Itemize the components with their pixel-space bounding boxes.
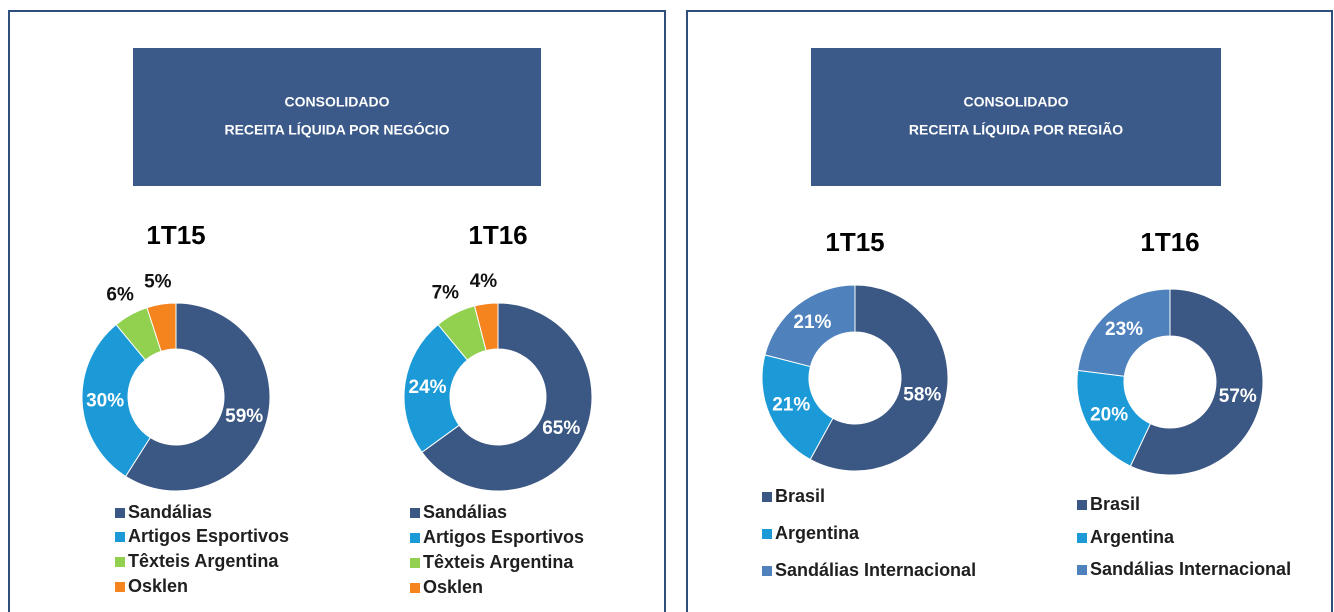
legend-swatch (410, 558, 420, 568)
data-label: 23% (1105, 319, 1143, 340)
chart-title: 1T16 (468, 220, 527, 250)
donut-segment (1129, 288, 1264, 476)
panel-frame (686, 10, 1333, 612)
data-label: 21% (793, 312, 831, 333)
legend-swatch (115, 582, 125, 592)
legend-label: Argentina (775, 523, 860, 543)
donut-segment (124, 302, 271, 492)
data-label: 59% (225, 406, 263, 427)
data-label: 7% (432, 283, 460, 304)
panel-frame (8, 10, 666, 612)
header-line: CONSOLIDADO (285, 94, 390, 110)
chart-title: 1T16 (1140, 227, 1199, 257)
data-label: 30% (86, 390, 124, 411)
legend-label: Têxteis Argentina (128, 551, 279, 571)
legend-label: Osklen (128, 576, 188, 596)
legend-swatch (1077, 565, 1087, 575)
donut-segment (809, 284, 949, 472)
header-line: CONSOLIDADO (964, 94, 1069, 110)
legend-swatch (762, 566, 772, 576)
data-label: 5% (144, 271, 172, 292)
data-label: 4% (470, 271, 498, 292)
legend-swatch (1077, 500, 1087, 510)
legend-swatch (115, 532, 125, 542)
legend-swatch (1077, 533, 1087, 543)
data-label: 65% (542, 418, 580, 439)
donut-segment (474, 302, 499, 352)
legend-swatch (762, 529, 772, 539)
chart-title: 1T15 (825, 227, 884, 257)
data-label: 21% (772, 395, 810, 416)
legend-swatch (410, 533, 420, 543)
header-box (811, 48, 1221, 186)
donut-segment (403, 323, 469, 453)
legend-label: Argentina (1090, 527, 1175, 547)
donut-segment (761, 354, 834, 461)
legend-label: Têxteis Argentina (423, 552, 574, 572)
legend-swatch (115, 557, 125, 567)
legend-label: Sandálias Internacional (1090, 559, 1291, 579)
donut-segment (81, 323, 151, 478)
donut-segment (1077, 288, 1171, 377)
donut-segment (764, 284, 856, 368)
legend-swatch (115, 508, 125, 518)
data-label: 6% (106, 284, 134, 305)
chart-title: 1T15 (146, 220, 205, 250)
legend-swatch (410, 508, 420, 518)
legend-label: Brasil (775, 486, 825, 506)
legend-label: Artigos Esportivos (128, 526, 289, 546)
legend-label: Sandálias Internacional (775, 560, 976, 580)
legend-swatch (762, 492, 772, 502)
data-label: 20% (1090, 404, 1128, 425)
legend-label: Sandálias (423, 502, 507, 522)
legend-label: Osklen (423, 577, 483, 597)
header-box (133, 48, 541, 186)
legend-label: Brasil (1090, 494, 1140, 514)
header-line: RECEITA LÍQUIDA POR REGIÃO (909, 121, 1123, 138)
data-label: 24% (409, 377, 447, 398)
legend-label: Artigos Esportivos (423, 527, 584, 547)
header-line: RECEITA LÍQUIDA POR NEGÓCIO (224, 121, 449, 138)
donut-segment (421, 302, 593, 492)
data-label: 57% (1219, 386, 1257, 407)
donut-segment (146, 302, 177, 352)
legend-label: Sandálias (128, 502, 212, 522)
data-label: 58% (903, 384, 941, 405)
legend-swatch (410, 583, 420, 593)
